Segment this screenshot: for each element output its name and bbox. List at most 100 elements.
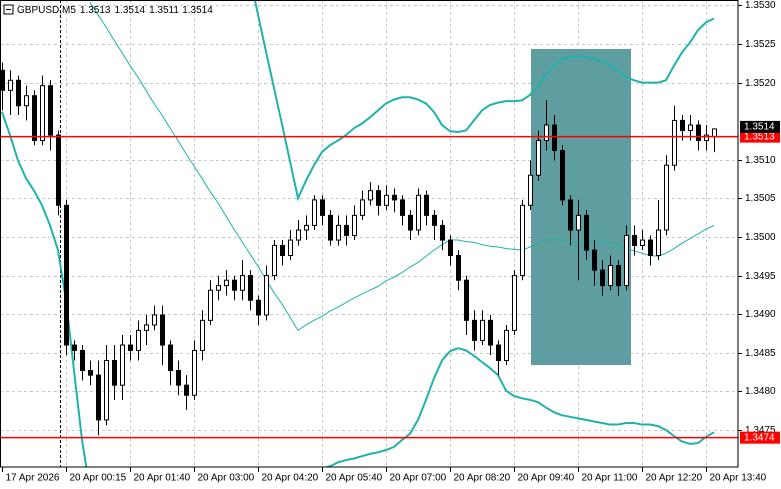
candle-body bbox=[16, 79, 21, 107]
candle-body bbox=[336, 224, 341, 241]
candle-body bbox=[448, 239, 453, 256]
candle-body bbox=[680, 119, 685, 131]
candle-body bbox=[584, 214, 589, 251]
candle-body bbox=[304, 224, 309, 231]
candle-body bbox=[640, 239, 645, 246]
level-label-box bbox=[740, 130, 780, 143]
candle-body bbox=[472, 319, 477, 341]
candle-body bbox=[576, 214, 581, 231]
candle-body bbox=[168, 344, 173, 372]
candle-body bbox=[72, 344, 77, 351]
band-lower bbox=[1, 111, 715, 467]
candle-body bbox=[664, 164, 669, 231]
candle-body bbox=[328, 214, 333, 241]
band-upper bbox=[253, 0, 715, 202]
header-low: 1.3511 bbox=[149, 5, 179, 16]
y-tick-label: 1.3525 bbox=[745, 39, 776, 50]
candle-body bbox=[464, 279, 469, 321]
candle-body bbox=[272, 244, 277, 277]
band-middle bbox=[89, 2, 715, 332]
level-label-box bbox=[740, 431, 780, 444]
x-tick-label: 20 Apr 07:00 bbox=[390, 473, 447, 484]
x-tick-label: 20 Apr 01:40 bbox=[134, 473, 191, 484]
candle-body bbox=[432, 214, 437, 226]
candle-body bbox=[112, 359, 117, 386]
candles bbox=[0, 62, 717, 436]
header: GBPUSD,M5 1.3513 1.3514 1.3511 1.3514 bbox=[17, 5, 213, 16]
candle-body bbox=[224, 279, 229, 287]
price-box bbox=[740, 120, 780, 133]
candle-body bbox=[160, 314, 165, 346]
candle-body bbox=[264, 275, 269, 316]
candle-body bbox=[704, 134, 709, 141]
y-tick-label: 1.3520 bbox=[745, 78, 776, 89]
y-tick-label: 1.3505 bbox=[745, 193, 776, 204]
y-tick-label: 1.3500 bbox=[745, 232, 776, 243]
candle-body bbox=[496, 344, 501, 361]
x-tick-label: 20 Apr 13:40 bbox=[710, 473, 767, 484]
x-tick-label: 17 Apr 2026 bbox=[6, 473, 60, 484]
candle-body bbox=[344, 224, 349, 236]
x-tick-label: 20 Apr 12:20 bbox=[646, 473, 703, 484]
candle-body bbox=[144, 324, 149, 331]
candle-body bbox=[0, 69, 5, 91]
candle-body bbox=[504, 329, 509, 361]
candle-body bbox=[624, 234, 629, 287]
candle-body bbox=[400, 199, 405, 216]
y-tick-label: 1.3495 bbox=[745, 271, 776, 282]
levels bbox=[0, 135, 738, 439]
x-tick-label: 20 Apr 04:20 bbox=[262, 473, 319, 484]
x-tick-label: 20 Apr 03:00 bbox=[198, 473, 255, 484]
price-label: 1.3514 bbox=[744, 122, 775, 133]
x-tick-label: 20 Apr 09:40 bbox=[518, 473, 575, 484]
candle-body bbox=[80, 349, 85, 372]
x-tick-label: 20 Apr 00:15 bbox=[70, 473, 127, 484]
candle-body bbox=[520, 204, 525, 277]
candle-body bbox=[488, 319, 493, 346]
x-tick-label: 20 Apr 05:40 bbox=[326, 473, 383, 484]
candle-body bbox=[632, 234, 637, 246]
candle-body bbox=[24, 95, 29, 107]
candle-body bbox=[232, 279, 237, 291]
candle-body bbox=[608, 265, 613, 287]
candle-body bbox=[408, 214, 413, 231]
candle-body bbox=[152, 314, 157, 326]
candle-body bbox=[248, 275, 253, 301]
candle-body bbox=[240, 275, 245, 291]
candle-body bbox=[256, 299, 261, 316]
candle-body bbox=[312, 199, 317, 226]
candle-body bbox=[184, 384, 189, 396]
candle-body bbox=[512, 275, 517, 331]
candle-body bbox=[480, 319, 485, 341]
price-labels: 1.3513 1.3474 1.3514 bbox=[740, 120, 780, 444]
candle-body bbox=[712, 128, 717, 138]
candle-body bbox=[616, 265, 621, 287]
candle-body bbox=[96, 374, 101, 421]
candle-body bbox=[200, 319, 205, 351]
candle-body bbox=[528, 174, 533, 206]
candle-body bbox=[216, 285, 221, 291]
level-label: 1.3474 bbox=[744, 432, 775, 443]
candle-body bbox=[56, 134, 61, 206]
candle-body bbox=[688, 124, 693, 131]
highlight-rectangle bbox=[531, 49, 631, 365]
candle-body bbox=[40, 85, 45, 141]
candle-body bbox=[368, 190, 373, 201]
header-high: 1.3514 bbox=[115, 5, 146, 16]
candle-body bbox=[176, 370, 181, 386]
candle-body bbox=[384, 194, 389, 206]
candle-body bbox=[592, 249, 597, 271]
candle-body bbox=[136, 329, 141, 351]
candle-body bbox=[536, 139, 541, 176]
level-label: 1.3513 bbox=[744, 131, 775, 142]
plot-frame bbox=[0, 0, 739, 468]
candle-body bbox=[280, 244, 285, 256]
y-tick-label: 1.3530 bbox=[745, 0, 776, 11]
bollinger-bands bbox=[1, 0, 715, 467]
candle-body bbox=[696, 124, 701, 141]
candle-body bbox=[424, 194, 429, 216]
y-tick-label: 1.3490 bbox=[745, 309, 776, 320]
y-tick-label: 1.3510 bbox=[745, 155, 776, 166]
